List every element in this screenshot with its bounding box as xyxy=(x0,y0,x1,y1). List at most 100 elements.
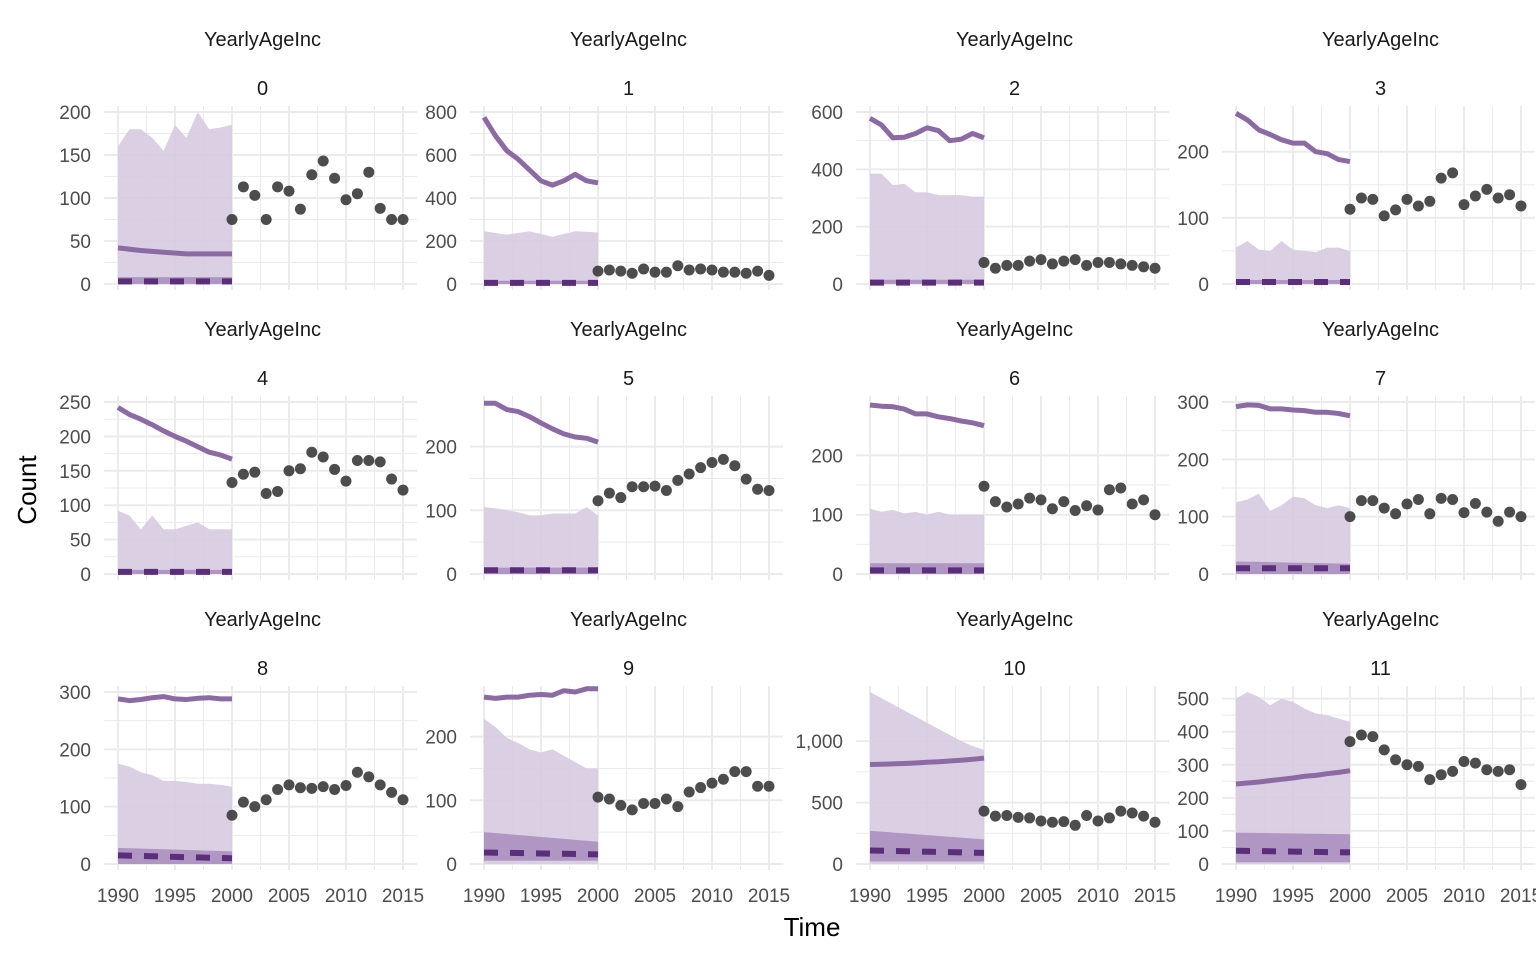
observed-point xyxy=(1069,505,1081,517)
x-tick-label: 2015 xyxy=(748,886,790,907)
observed-point xyxy=(1469,190,1481,202)
observed-point xyxy=(1424,195,1436,207)
panel-4: YearlyAgeInc 4 0 50 100 150 200 250 xyxy=(59,319,417,586)
x-tick-label: 2000 xyxy=(963,886,1005,907)
observed-point xyxy=(729,460,741,472)
observed-point xyxy=(615,265,627,277)
y-tick-label: 150 xyxy=(59,146,91,167)
x-axis-title: Time xyxy=(784,912,841,942)
y-axis-title: Count xyxy=(12,455,42,525)
observed-point xyxy=(1481,764,1493,776)
strip-label-top: YearlyAgeInc xyxy=(204,29,321,51)
observed-point xyxy=(306,169,318,181)
observed-point xyxy=(717,773,729,785)
y-tick-label: 100 xyxy=(1177,822,1209,843)
observed-point xyxy=(752,780,764,792)
observed-point xyxy=(763,780,775,792)
strip-label-bottom: 8 xyxy=(257,658,268,680)
y-tick-label: 100 xyxy=(59,496,91,517)
observed-point xyxy=(615,492,627,504)
x-tick-label: 2010 xyxy=(691,886,733,907)
y-tick-label: 200 xyxy=(59,103,91,124)
model-series-line xyxy=(481,116,599,188)
y-tick-label: 500 xyxy=(811,794,843,815)
observed-point xyxy=(1504,764,1516,776)
observed-point xyxy=(695,263,707,275)
strip-label-bottom: 5 xyxy=(623,368,634,390)
y-tick-label: 0 xyxy=(80,275,91,296)
model-series-line xyxy=(484,400,599,445)
observed-point xyxy=(729,766,741,778)
observed-point xyxy=(1081,809,1093,821)
observed-point xyxy=(978,480,990,492)
observed-point xyxy=(1435,769,1447,781)
observed-point xyxy=(989,810,1001,822)
observed-point xyxy=(1367,495,1379,507)
x-tick-label: 2005 xyxy=(1386,886,1428,907)
strip-label-top: YearlyAgeInc xyxy=(204,609,321,631)
observed-point xyxy=(1046,816,1058,828)
observed-point xyxy=(1103,257,1115,268)
y-tick-label: 100 xyxy=(425,501,457,522)
y-tick-label: 300 xyxy=(59,683,91,704)
observed-point xyxy=(272,181,284,193)
observed-point xyxy=(1367,731,1379,743)
x-tick-label: 2010 xyxy=(325,886,367,907)
observed-point xyxy=(1069,254,1081,266)
panel-9: YearlyAgeInc 9 0 100 200 1990 1995 2000 2005 2010… xyxy=(425,609,790,907)
observed-point xyxy=(397,214,409,225)
observed-point xyxy=(272,485,284,497)
observed-point xyxy=(1024,492,1036,504)
observed-point xyxy=(1390,204,1402,216)
x-tick-label: 1995 xyxy=(1272,886,1314,907)
observed-point xyxy=(317,451,329,463)
observed-point xyxy=(294,203,306,215)
observed-point xyxy=(763,485,775,497)
observed-point xyxy=(329,172,341,184)
y-tick-label: 0 xyxy=(1198,565,1209,586)
uncertainty-band-outer xyxy=(1236,241,1350,284)
observed-point xyxy=(1149,816,1161,828)
observed-point xyxy=(249,801,261,813)
observed-point xyxy=(237,796,249,808)
observed-point xyxy=(340,779,352,791)
x-tick-label: 1990 xyxy=(463,886,505,907)
y-tick-label: 50 xyxy=(70,232,91,253)
observed-point xyxy=(351,188,363,200)
observed-point xyxy=(989,496,1001,508)
observed-point xyxy=(1081,259,1093,271)
observed-point xyxy=(740,267,752,279)
strip-label-top: YearlyAgeInc xyxy=(570,319,687,341)
observed-point xyxy=(660,793,672,805)
panel-10: YearlyAgeInc 10 0 500 1,000 1990 1995 2000 2005 2… xyxy=(795,609,1176,907)
observed-point xyxy=(1401,759,1413,771)
observed-point xyxy=(260,214,272,225)
y-tick-label: 500 xyxy=(1177,690,1209,711)
observed-point xyxy=(1401,193,1413,205)
y-tick-label: 200 xyxy=(811,446,843,467)
x-tick-label: 1990 xyxy=(1215,886,1257,907)
observed-point xyxy=(1458,755,1470,767)
observed-point xyxy=(1035,815,1047,827)
x-tick-label: 2000 xyxy=(1329,886,1371,907)
observed-point xyxy=(1001,259,1013,271)
y-tick-label: 1,000 xyxy=(795,732,843,753)
observed-point xyxy=(283,465,295,477)
observed-point xyxy=(249,189,261,201)
observed-point xyxy=(1355,495,1367,507)
x-tick-label: 2010 xyxy=(1443,886,1485,907)
y-tick-label: 100 xyxy=(811,506,843,527)
observed-point xyxy=(374,202,386,214)
x-tick-label: 2005 xyxy=(268,886,310,907)
observed-point xyxy=(1367,193,1379,205)
observed-point xyxy=(1149,262,1161,274)
observed-point xyxy=(706,457,718,469)
observed-point xyxy=(1012,811,1024,823)
y-tick-label: 300 xyxy=(1177,756,1209,777)
strip-label-top: YearlyAgeInc xyxy=(1322,319,1439,341)
observed-point xyxy=(683,786,695,798)
strip-label-bottom: 2 xyxy=(1009,78,1020,100)
observed-point xyxy=(351,766,363,778)
